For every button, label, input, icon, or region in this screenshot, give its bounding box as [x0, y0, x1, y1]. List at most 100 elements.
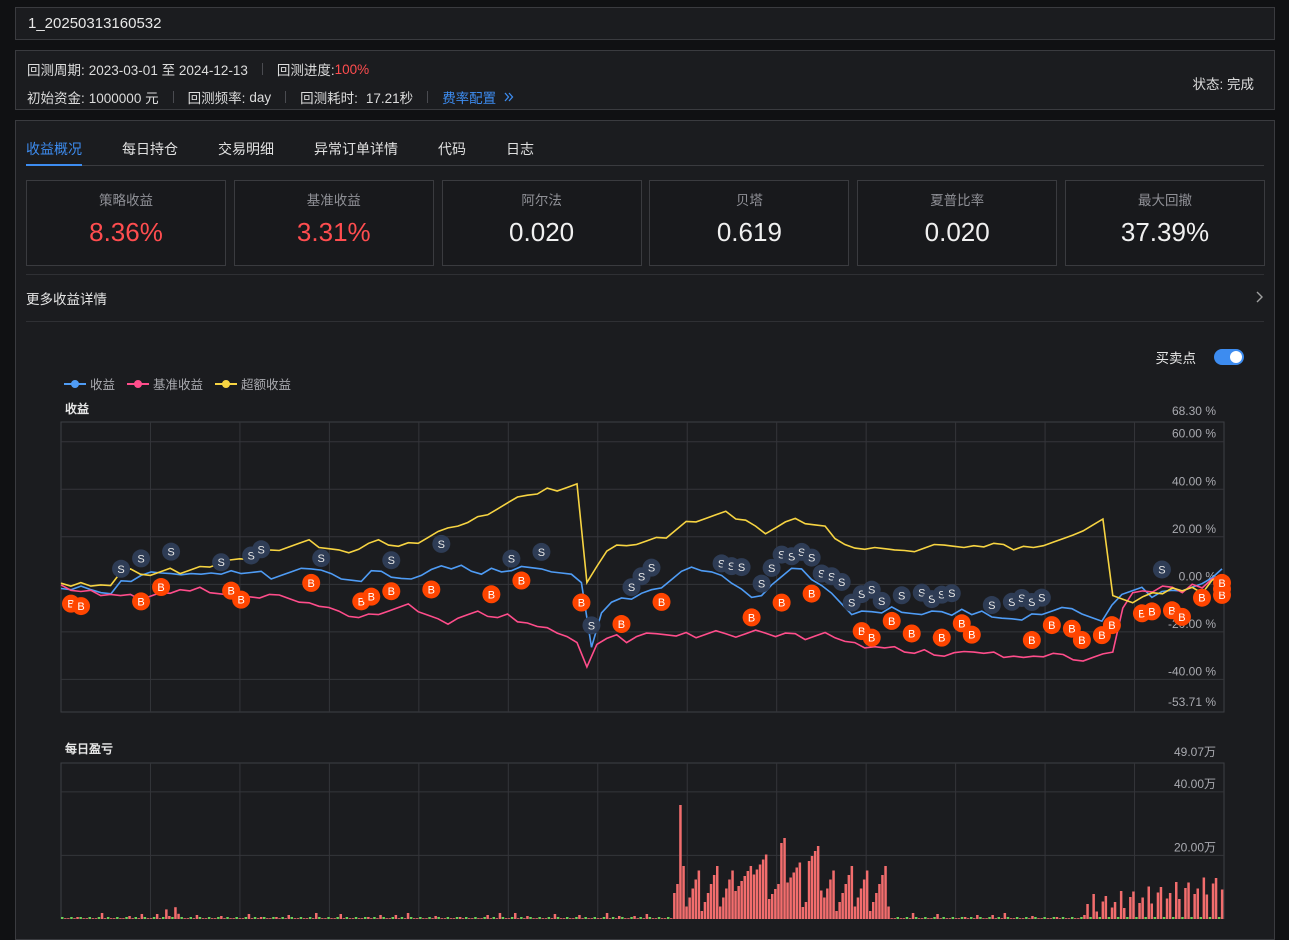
pnl-bar [165, 909, 168, 919]
pnl-bar [253, 917, 257, 919]
pnl-bar [706, 893, 710, 919]
fee-config-link[interactable]: 费率配置 [442, 91, 497, 106]
sell-marker [752, 574, 771, 593]
sell-marker [872, 591, 891, 610]
pnl-bar [896, 917, 899, 919]
pnl-bar [1199, 917, 1202, 919]
pnl-bar [1172, 917, 1175, 919]
pnl-bar [318, 917, 321, 919]
buy-marker [962, 625, 981, 644]
buy-marker [902, 624, 921, 643]
pnl-bar [1098, 917, 1101, 919]
pnl-bar [1153, 917, 1157, 919]
divider [427, 91, 429, 103]
pnl-bar [1138, 903, 1141, 919]
pnl-bar [979, 917, 982, 919]
y-tick-label: -53.71 % [1168, 695, 1216, 709]
pnl-bar [951, 917, 955, 919]
period-value: 2023-03-01 至 2024-12-13 [88, 63, 248, 78]
metric-value: 0.619 [716, 217, 782, 247]
pnl-bar [1193, 894, 1196, 919]
sell-marker [382, 551, 401, 570]
pnl-bar [884, 866, 887, 919]
divider [172, 91, 174, 103]
pnl-bar [801, 907, 805, 919]
sell-marker-label: S [818, 569, 825, 581]
sell-marker-label: S [217, 557, 224, 569]
pnl-bar [1141, 897, 1144, 919]
pnl-bar [881, 875, 884, 919]
info-row-1: 回测周期: 2023-03-01 至 2024-12-13 回测进度: 100% [27, 59, 369, 79]
pnl-bar [743, 876, 746, 919]
pnl-bar [832, 870, 835, 919]
pnl-bar [1092, 894, 1095, 919]
pnl-bar [783, 838, 786, 919]
pnl-bar [1196, 888, 1199, 919]
legend-item-excess[interactable]: 超额收益 [215, 374, 291, 393]
pnl-bar [716, 866, 719, 919]
buy-marker [612, 615, 631, 634]
pnl-bar [1175, 882, 1178, 919]
buy-marker [1192, 588, 1211, 607]
buy-marker [132, 592, 151, 611]
pnl-bar [1043, 917, 1046, 919]
metric-card-beta: 贝塔 0.619 [649, 180, 850, 266]
pnl-bar [823, 897, 826, 919]
pnl-bar [247, 914, 251, 919]
buy-sell-toggle-switch[interactable] [1214, 349, 1244, 365]
pnl-bar [682, 866, 685, 919]
pnl-bar [804, 902, 808, 919]
pnl-bar [933, 917, 936, 919]
pnl-bar [630, 917, 633, 919]
pnl-bar [1217, 917, 1221, 919]
sell-marker [582, 616, 601, 635]
tab-abnormal-orders[interactable]: 异常订单详情 [314, 141, 398, 157]
legend-item-strategy[interactable]: 收益 [64, 374, 115, 393]
pnl-bar [578, 915, 581, 919]
pnl-bar [174, 907, 177, 919]
buy-marker-label: B [308, 578, 315, 590]
buy-sell-toggle-row: 买卖点 [1156, 347, 1244, 367]
pnl-bar [780, 843, 783, 919]
pnl-bar [771, 894, 774, 919]
pnl-bar [878, 884, 881, 919]
pnl-bar [1181, 917, 1184, 919]
tab-log[interactable]: 日志 [506, 141, 534, 157]
pnl-bar [697, 870, 701, 919]
buy-marker-label: B [748, 612, 755, 624]
pnl-bar [207, 917, 211, 919]
sell-marker-label: S [728, 561, 735, 573]
tab-overview[interactable]: 收益概况 [26, 129, 82, 166]
sell-marker-label: S [588, 620, 595, 632]
buy-marker [302, 573, 321, 592]
pnl-bar [810, 856, 814, 919]
pnl-bar [458, 917, 462, 919]
tab-trade-details[interactable]: 交易明细 [218, 141, 274, 157]
pnl-bar [327, 917, 330, 919]
tab-daily-holdings[interactable]: 每日持仓 [122, 141, 178, 157]
legend-item-benchmark[interactable]: 基准收益 [127, 374, 203, 393]
metric-card-benchmark-return: 基准收益 3.31% [233, 180, 434, 266]
pnl-bar [116, 917, 119, 919]
buy-marker [512, 571, 531, 590]
pnl-bar [189, 917, 192, 919]
capital-value: 1000000 元 [88, 91, 159, 106]
buy-marker-label: B [1198, 593, 1205, 605]
sell-marker-label: S [758, 579, 765, 591]
more-details-row[interactable]: 更多收益详情 [26, 274, 1264, 322]
pnl-bar [88, 917, 91, 919]
pnl-bar [510, 917, 514, 919]
pnl-bar [400, 917, 404, 919]
chart-legend: 收益 基准收益 超额收益 [64, 374, 303, 393]
pnl-bar [419, 917, 422, 919]
y-tick-label: -40.00 % [1168, 664, 1216, 678]
pnl-bar [272, 917, 275, 919]
pnl-bar [244, 917, 248, 919]
double-chevron-right-icon[interactable] [504, 90, 514, 105]
buy-marker-label: B [518, 576, 525, 588]
chevron-right-icon[interactable] [1254, 291, 1264, 306]
progress-value: 100% [334, 61, 370, 77]
pnl-bar [437, 917, 440, 919]
tab-code[interactable]: 代码 [438, 141, 466, 157]
buy-marker-label: B [1168, 605, 1175, 617]
